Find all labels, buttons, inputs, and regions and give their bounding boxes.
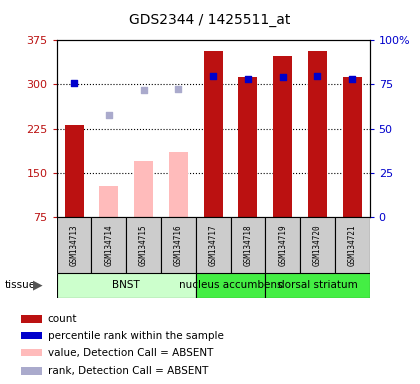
Text: GSM134714: GSM134714	[104, 224, 113, 266]
Point	[314, 73, 321, 79]
Text: ▶: ▶	[33, 279, 42, 291]
Text: GSM134718: GSM134718	[244, 224, 252, 266]
Bar	[239, 77, 257, 217]
Bar	[134, 161, 153, 217]
Text: percentile rank within the sample: percentile rank within the sample	[48, 331, 223, 341]
Point	[105, 112, 112, 118]
Point	[175, 86, 182, 92]
Text: GSM134720: GSM134720	[313, 224, 322, 266]
Bar	[335, 217, 370, 273]
Bar	[204, 51, 223, 217]
Bar	[126, 217, 161, 273]
Bar	[308, 51, 327, 217]
Point	[279, 74, 286, 81]
Bar	[265, 217, 300, 273]
Text: GSM134713: GSM134713	[70, 224, 79, 266]
Point	[71, 79, 77, 86]
Text: GSM134715: GSM134715	[139, 224, 148, 266]
Text: GDS2344 / 1425511_at: GDS2344 / 1425511_at	[129, 13, 291, 27]
Text: GSM134719: GSM134719	[278, 224, 287, 266]
Bar	[196, 217, 231, 273]
Text: GSM134721: GSM134721	[348, 224, 357, 266]
Bar	[57, 273, 196, 298]
Text: rank, Detection Call = ABSENT: rank, Detection Call = ABSENT	[48, 366, 208, 376]
Text: BNST: BNST	[113, 280, 140, 290]
Text: dorsal striatum: dorsal striatum	[278, 280, 357, 290]
Text: count: count	[48, 314, 77, 324]
Point	[244, 76, 251, 82]
Point	[210, 73, 217, 79]
Bar	[92, 217, 126, 273]
Bar	[21, 332, 42, 339]
Point	[140, 87, 147, 93]
Bar	[273, 56, 292, 217]
Bar	[21, 349, 42, 356]
Text: nucleus accumbens: nucleus accumbens	[179, 280, 282, 290]
Bar	[21, 315, 42, 323]
Bar	[21, 367, 42, 375]
Text: GSM134716: GSM134716	[174, 224, 183, 266]
Text: tissue: tissue	[4, 280, 35, 290]
Bar	[343, 77, 362, 217]
Bar	[196, 273, 265, 298]
Bar	[57, 217, 92, 273]
Bar	[300, 217, 335, 273]
Bar	[265, 273, 370, 298]
Text: value, Detection Call = ABSENT: value, Detection Call = ABSENT	[48, 348, 213, 358]
Bar	[161, 217, 196, 273]
Point	[349, 76, 356, 82]
Text: GSM134717: GSM134717	[209, 224, 218, 266]
Bar	[231, 217, 265, 273]
Bar	[169, 152, 188, 217]
Bar	[65, 124, 84, 217]
Bar	[99, 186, 118, 217]
